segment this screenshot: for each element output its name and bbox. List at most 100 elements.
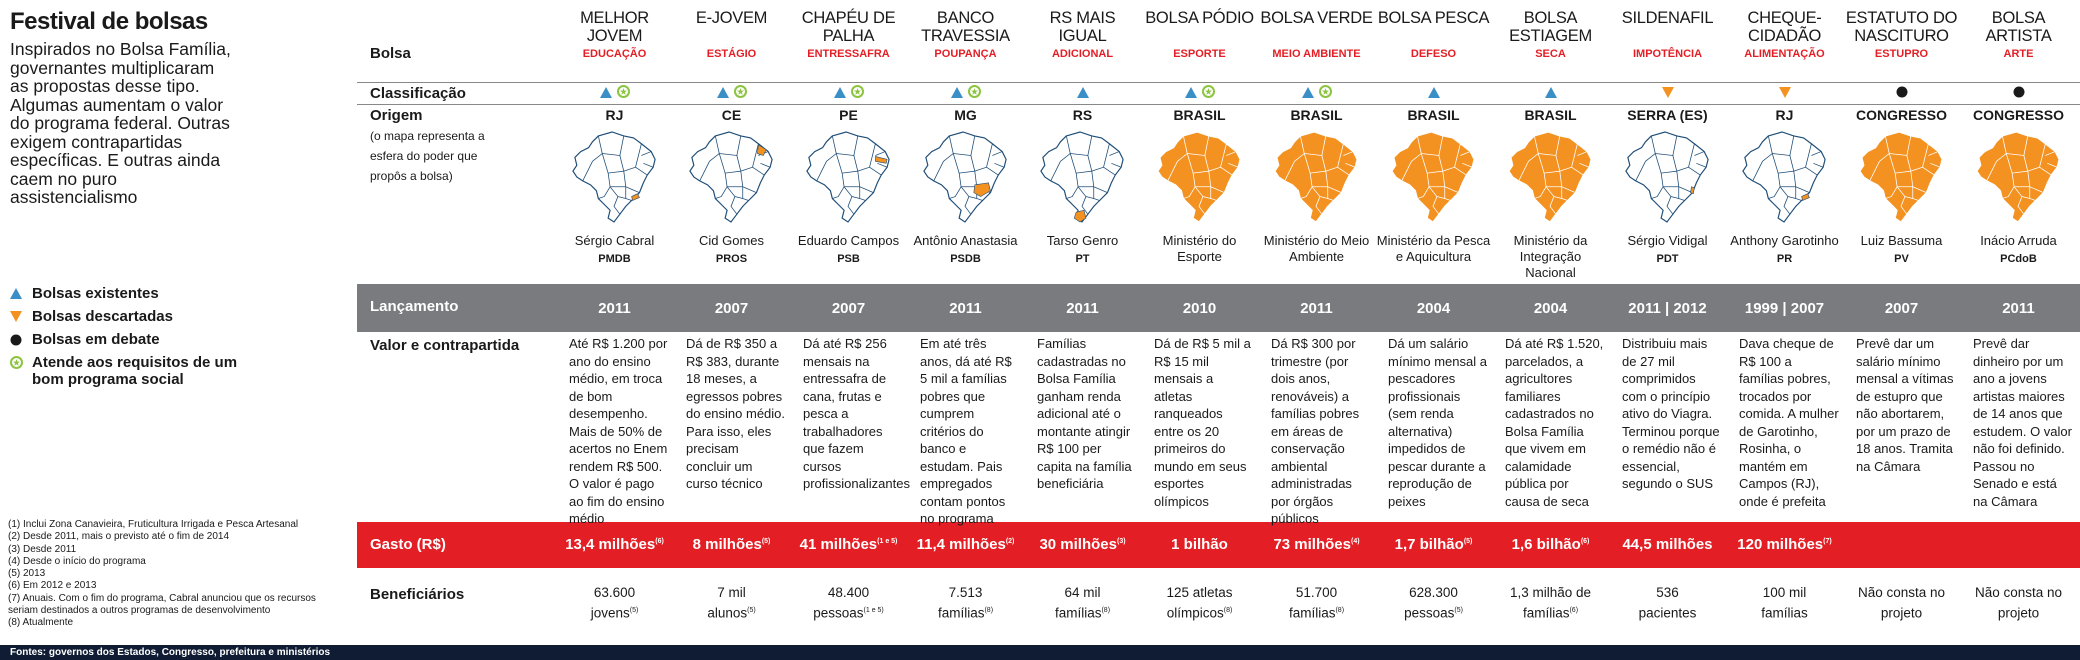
beneficiaries-count: 51.700 (1295, 585, 1338, 600)
map-border (952, 153, 976, 174)
bolsa-name: CHAPÉU DE PALHA (801, 9, 896, 45)
launch-year: 2011 (949, 300, 982, 317)
dot-icon (2013, 85, 2025, 103)
star-circle-icon (616, 85, 630, 103)
beneficiaries-note: (8) (984, 607, 994, 614)
spending-amount: 41 milhões (799, 536, 878, 553)
proponent-name: Anthony Garotinho (1730, 233, 1839, 248)
beneficiaries-count: Não consta no (1974, 585, 2063, 600)
map-border (1417, 186, 1430, 199)
proponent-name: Luiz Bassuma (1860, 233, 1943, 248)
launch-year: 2004 (1533, 300, 1568, 317)
map-border (1091, 143, 1110, 172)
map-outline (1157, 131, 1241, 223)
value-description: Dá até R$ 1.520, parcelados, a agriculto… (1505, 336, 1604, 509)
map-border (1187, 135, 1210, 156)
beneficiaries-note: (5) (1454, 607, 1463, 614)
spending-value: 11,4 milhões(2) (908, 536, 1023, 553)
proponent: Eduardo Campos PSB (791, 233, 906, 267)
map-border (719, 135, 742, 156)
map-border (2017, 196, 2025, 215)
brazil-map (803, 127, 893, 227)
map-border (992, 151, 1003, 156)
map-border (974, 143, 993, 172)
map-border (1559, 143, 1578, 172)
spending-amount: 30 milhões (1039, 536, 1117, 553)
map-outline (1859, 131, 1943, 223)
bolsa-category: ALIMENTAÇÃO (1744, 48, 1825, 60)
map-border (760, 162, 771, 168)
footnote: (6) Em 2012 e 2013 (8, 580, 97, 592)
map-border (1635, 161, 1646, 182)
map-highlight-rs (1073, 209, 1087, 223)
value-description: Famílias cadastradas no Bolsa Família ga… (1037, 336, 1132, 491)
proponent: Ministério do Esporte (1142, 233, 1257, 267)
triangle-down-icon (10, 308, 32, 325)
map-border (2039, 166, 2052, 176)
beneficiaries: 7 mil alunos(5) (674, 584, 789, 623)
launch-year: 1999 | 2007 (1744, 300, 1825, 317)
map-border (1928, 151, 1939, 156)
map-border (1688, 166, 1701, 176)
map-border (1325, 143, 1344, 172)
map-border (1651, 186, 1664, 199)
triangle-up-icon (716, 85, 729, 103)
map-border (1986, 161, 1997, 182)
beneficiaries: 7.513 famílias(8) (908, 584, 1023, 623)
spending-note: (2) (1005, 538, 1015, 545)
row-label-beneficiarios: Beneficiários (370, 586, 465, 603)
map-border (847, 196, 855, 215)
map-border (1869, 161, 1880, 182)
map-outline (806, 131, 890, 223)
bolsa-category: POUPANÇA (934, 48, 997, 60)
map-border (730, 196, 738, 215)
proponent: Anthony Garotinho PR (1727, 233, 1842, 267)
map-border (1093, 186, 1100, 201)
legend-item-requisitos: Atende aos requisitos de um bom programa… (10, 354, 350, 388)
row-label-origem: Origem (370, 107, 423, 124)
legend-label: Bolsas em debate (32, 331, 160, 348)
map-highlight-rj (1801, 193, 1810, 201)
footnote: (1) Inclui Zona Canavieira, Fruticultura… (8, 519, 299, 530)
classification (1844, 85, 1959, 103)
map-border (1537, 153, 1561, 174)
bolsa-category: ARTE (2003, 48, 2034, 60)
map-border (1420, 153, 1444, 174)
map-outline (1391, 131, 1475, 223)
map-outline (572, 131, 656, 223)
map-outline (1040, 131, 1124, 223)
beneficiaries: 628.300 pessoas(5) (1376, 584, 1491, 623)
beneficiaries-count: 536 (1656, 585, 1679, 600)
map-border (1220, 166, 1233, 176)
map-border (1772, 135, 1795, 156)
dot-icon (1896, 85, 1908, 103)
brazil-map-svg (1625, 131, 1709, 223)
star-circle-icon (1201, 85, 1215, 103)
spending-value: 30 milhões(3) (1025, 536, 1140, 553)
classification (1961, 85, 2076, 103)
map-border (602, 135, 625, 156)
page-title: Festival de bolsas (10, 8, 208, 35)
map-border (1696, 162, 1707, 168)
beneficiaries-count: 64 mil (1064, 585, 1101, 600)
proponent: Ministério da Pesca e Aquicultura (1376, 233, 1491, 267)
map-border (869, 166, 882, 176)
map-border (1300, 186, 1313, 199)
beneficiaries-unit: jovens (590, 605, 630, 621)
spending-note: (5) (761, 538, 771, 545)
proponent: Sérgio Cabral PMDB (557, 233, 672, 267)
beneficiaries-count: 100 mil (1762, 585, 1807, 600)
origin: PE (839, 107, 858, 123)
beneficiaries-count: 7.513 (948, 585, 983, 600)
footnotes: (1) Inclui Zona Canavieira, Fruticultura… (8, 519, 328, 630)
launch-year: 2011 (598, 300, 631, 317)
map-border (1208, 143, 1227, 172)
map-border (2027, 143, 2046, 172)
map-border (643, 162, 654, 168)
classification (1727, 87, 1842, 101)
map-border (1561, 186, 1568, 201)
bolsa-category: ENTRESSAFRA (807, 48, 890, 60)
triangle-down-icon (1778, 85, 1791, 103)
map-border (1662, 186, 1679, 199)
brazil-map (1856, 127, 1946, 227)
